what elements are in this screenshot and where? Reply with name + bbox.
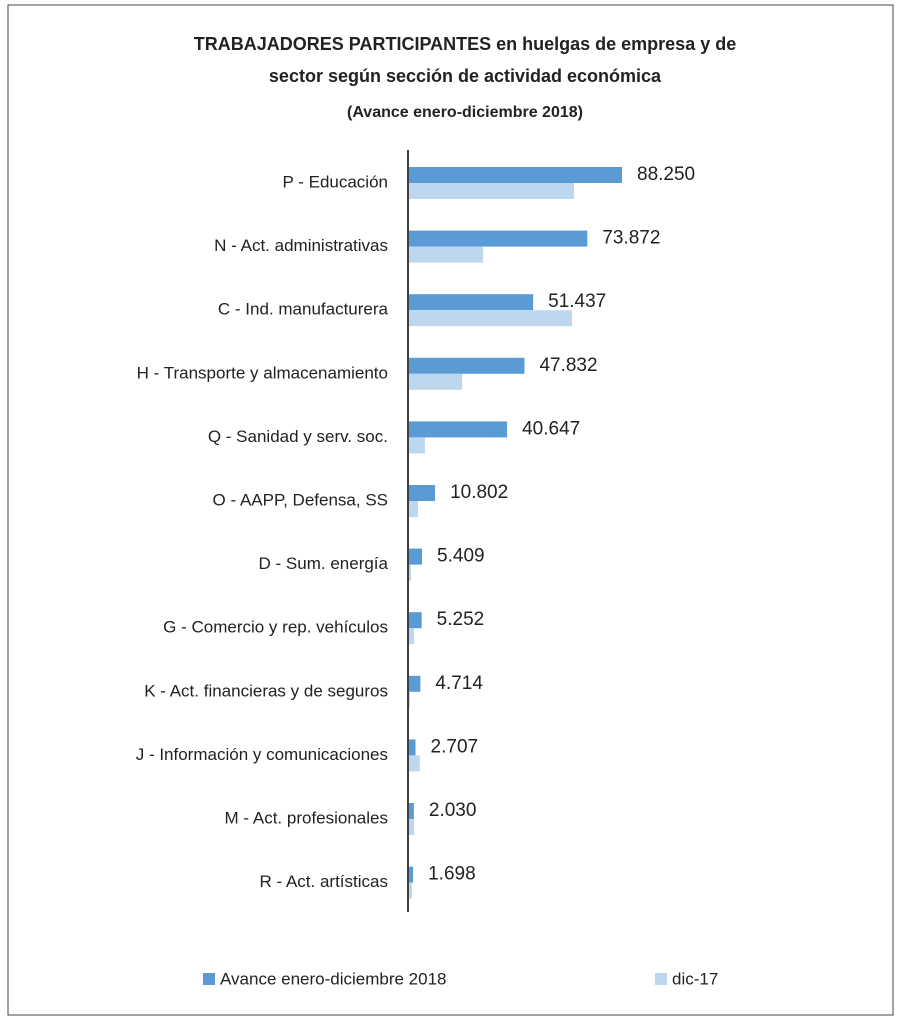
category-label: N - Act. administrativas — [214, 236, 388, 255]
bar — [409, 246, 484, 263]
legend-label: dic-17 — [672, 969, 718, 988]
value-label: 4.714 — [435, 673, 483, 694]
bar — [409, 548, 423, 565]
value-label: 40.647 — [522, 418, 580, 439]
value-label: 5.252 — [437, 609, 485, 630]
bar — [409, 819, 415, 835]
category-label: Q - Sanidad y serv. soc. — [208, 427, 388, 446]
bar — [409, 564, 411, 581]
value-label: 1.698 — [428, 864, 476, 885]
bar — [409, 183, 575, 199]
category-label: P - Educación — [282, 172, 388, 191]
bar — [409, 310, 572, 327]
bar — [409, 691, 410, 708]
value-label: 73.872 — [602, 228, 660, 249]
value-label: 47.832 — [539, 355, 597, 376]
category-label: R - Act. artísticas — [260, 872, 388, 891]
bar — [409, 755, 420, 772]
category-label: K - Act. financieras y de seguros — [144, 681, 388, 700]
bar — [409, 739, 416, 756]
bar — [409, 866, 414, 883]
legend-swatch — [203, 973, 215, 985]
bar — [409, 628, 415, 645]
legend-swatch — [655, 973, 667, 985]
bar — [409, 357, 525, 374]
bar — [409, 421, 508, 438]
value-label: 5.409 — [437, 546, 485, 567]
bar — [409, 803, 414, 819]
chart-period: (Avance enero-diciembre 2018) — [347, 104, 583, 121]
bar — [409, 882, 412, 899]
bar — [409, 167, 622, 183]
chart-subtitle: sector según sección de actividad económ… — [269, 66, 662, 86]
bar — [409, 675, 421, 692]
bar — [409, 501, 418, 517]
category-label: D - Sum. energía — [259, 554, 389, 573]
value-label: 51.437 — [548, 291, 606, 312]
category-label: H - Transporte y almacenamiento — [137, 363, 388, 382]
chart-title: TRABAJADORES PARTICIPANTES en huelgas de… — [194, 34, 736, 54]
value-label: 10.802 — [450, 482, 508, 503]
value-label: 2.707 — [431, 736, 479, 757]
bar — [409, 373, 463, 390]
bar — [409, 437, 425, 454]
bar — [409, 485, 436, 501]
category-label: J - Información y comunicaciones — [136, 745, 388, 764]
legend-label: Avance enero-diciembre 2018 — [220, 969, 447, 988]
category-label: O - AAPP, Defensa, SS — [213, 490, 388, 509]
category-label: M - Act. profesionales — [225, 808, 388, 827]
bar — [409, 230, 588, 247]
value-label: 2.030 — [429, 800, 477, 821]
category-label: G - Comercio y rep. vehículos — [163, 618, 388, 637]
bar — [409, 294, 534, 311]
bar — [409, 612, 422, 629]
value-label: 88.250 — [637, 164, 695, 185]
category-label: C - Ind. manufacturera — [218, 300, 389, 319]
